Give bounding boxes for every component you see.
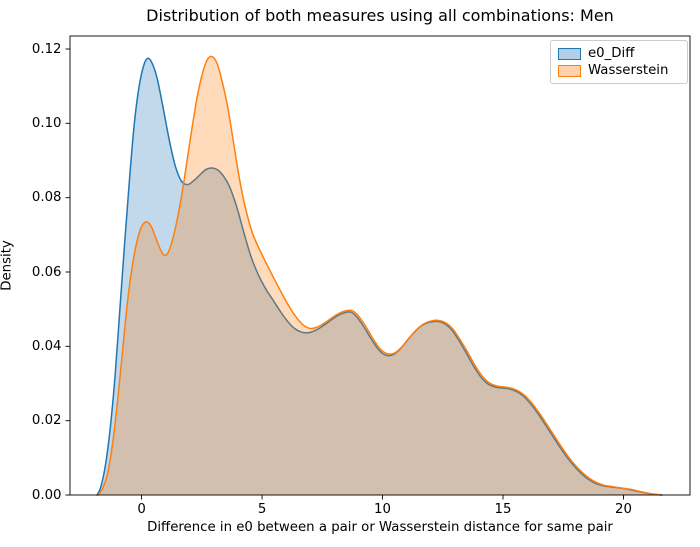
- legend-swatch-wasserstein-icon: [558, 64, 581, 77]
- axes-frame: [69, 35, 691, 496]
- x-tick-label: 0: [137, 502, 146, 517]
- x-tick-label: 5: [257, 502, 267, 517]
- y-tick-label: 0.04: [31, 338, 62, 354]
- y-tick-label: 0.12: [31, 41, 62, 57]
- x-tick-label: 20: [615, 502, 632, 517]
- series-fill-wasserstein: [98, 56, 661, 495]
- legend-swatch-e0diff-icon: [558, 47, 581, 60]
- legend: e0_Diff Wasserstein: [550, 40, 688, 84]
- series-fill-e0_diff: [96, 58, 663, 495]
- x-tick-label: 10: [374, 502, 391, 517]
- y-tick-label: 0.08: [31, 190, 62, 206]
- y-tick-label: 0.02: [31, 413, 62, 429]
- series-line-e0_diff: [96, 57, 663, 496]
- y-axis-label: Density: [0, 240, 15, 291]
- x-axis-label: Difference in e0 between a pair or Wasse…: [147, 520, 613, 535]
- legend-item-wasserstein: Wasserstein: [558, 62, 678, 78]
- y-tick-label: 0.00: [31, 487, 62, 503]
- legend-label-e0diff: e0_Diff: [588, 45, 635, 61]
- y-tick-label: 0.06: [31, 264, 62, 280]
- x-tick-label: 15: [494, 502, 512, 517]
- legend-item-e0diff: e0_Diff: [558, 45, 678, 61]
- series-line-wasserstein: [97, 55, 662, 496]
- chart-title: Distribution of both measures using all …: [146, 6, 614, 25]
- legend-label-wasserstein: Wasserstein: [588, 62, 669, 78]
- y-tick-label: 0.10: [31, 115, 62, 131]
